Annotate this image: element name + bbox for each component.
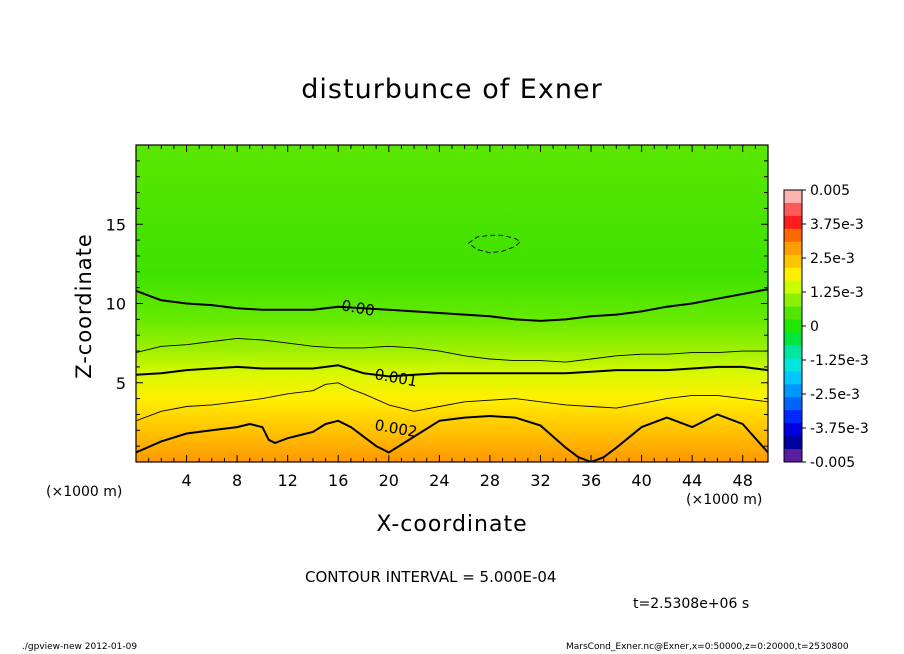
colorbar-swatch-18: [784, 423, 802, 437]
contour-interval-label: CONTOUR INTERVAL = 5.000E-04: [305, 568, 557, 586]
x-tick-label-4: 4: [181, 471, 191, 490]
contour-line-c0005: [136, 337, 768, 363]
x-axis-unit: (×1000 m): [686, 492, 763, 508]
footer-source-file: MarsCond_Exner.nc@Exner,x=0:50000,z=0:20…: [566, 642, 849, 652]
y-tick-label-5: 5: [116, 374, 126, 393]
colorbar-label-3: 1.25e-3: [810, 285, 864, 301]
colorbar-label-4: 0: [810, 319, 819, 335]
colorbar-label-8: -0.005: [810, 455, 855, 471]
x-tick-label-48: 48: [733, 471, 753, 490]
colorbar-label-5: -1.25e-3: [810, 353, 869, 369]
colorbar-swatch-0: [784, 190, 802, 204]
colorbar-swatch-20: [784, 449, 802, 463]
y-axis-unit: (×1000 m): [46, 484, 123, 500]
contour-line-c0015: [136, 382, 768, 422]
colorbar-swatch-15: [784, 384, 802, 398]
colorbar-swatch-16: [784, 397, 802, 411]
colorbar-label-0: 0.005: [810, 183, 850, 199]
x-axis-label-text: X-coordinate: [376, 512, 528, 537]
x-tick-label-44: 44: [682, 471, 702, 490]
colorbar-swatch-11: [784, 332, 802, 346]
plot-background: [136, 145, 768, 462]
contour-lines: [136, 234, 768, 462]
x-tick-label-8: 8: [232, 471, 242, 490]
colorbar-swatch-7: [784, 280, 802, 295]
colorbar: 0.005 3.75e-3 2.5e-3 1.25e-3 0 -1.25e-3 -2.5e-…: [783, 183, 869, 471]
colorbar-swatch-10: [784, 319, 802, 333]
x-tick-label-12: 12: [278, 471, 298, 490]
colorbar-swatch-6: [784, 267, 802, 282]
colorbar-label-7: -3.75e-3: [810, 421, 869, 437]
colorbar-swatch-3: [784, 228, 802, 243]
x-tick-label-28: 28: [480, 471, 500, 490]
x-tick-label-36: 36: [581, 471, 601, 490]
colorbar-swatch-8: [784, 293, 802, 308]
x-tick-label-24: 24: [429, 471, 449, 490]
colorbar-swatch-14: [784, 371, 802, 385]
colorbar-swatch-1: [784, 202, 802, 217]
contour-label-0: 0.00: [340, 296, 376, 320]
colorbar-label-6: -2.5e-3: [810, 387, 860, 403]
colorbar-swatch-9: [784, 306, 802, 321]
contour-line-c002: [136, 413, 768, 462]
y-axis-ticks: 5 10 15: [106, 144, 768, 463]
contour-line-negative: [468, 234, 521, 254]
x-tick-label-20: 20: [379, 471, 399, 490]
chart-title: disturbunce of Exner: [301, 74, 603, 105]
colorbar-label-1: 3.75e-3: [810, 217, 864, 233]
contour-line-c001: [136, 364, 768, 378]
colorbar-swatch-5: [784, 254, 802, 269]
contour-line-zero: [136, 288, 768, 322]
colorbar-swatch-2: [784, 215, 802, 230]
colorbar-swatch-12: [784, 345, 802, 359]
x-tick-label-40: 40: [631, 471, 651, 490]
y-axis-label: Z-coordinate: [72, 233, 96, 379]
y-tick-label-10: 10: [106, 295, 126, 314]
colorbar-swatch-4: [784, 241, 802, 256]
colorbar-swatch-13: [784, 358, 802, 372]
x-axis-ticks: 4 8 12 16 20 24 28 32 36 40 44 48: [135, 145, 769, 490]
x-axis-label: X-coordinate: [0, 512, 904, 537]
colorbar-swatch-17: [784, 410, 802, 424]
colorbar-label-2: 2.5e-3: [810, 251, 855, 267]
footer-program-date: ./gpview-new 2012-01-09: [22, 642, 138, 652]
y-tick-label-15: 15: [106, 215, 126, 234]
x-tick-label-16: 16: [328, 471, 348, 490]
colorbar-swatch-19: [784, 436, 802, 450]
x-tick-label-32: 32: [530, 471, 550, 490]
time-label: t=2.5308e+06 s: [633, 596, 750, 612]
